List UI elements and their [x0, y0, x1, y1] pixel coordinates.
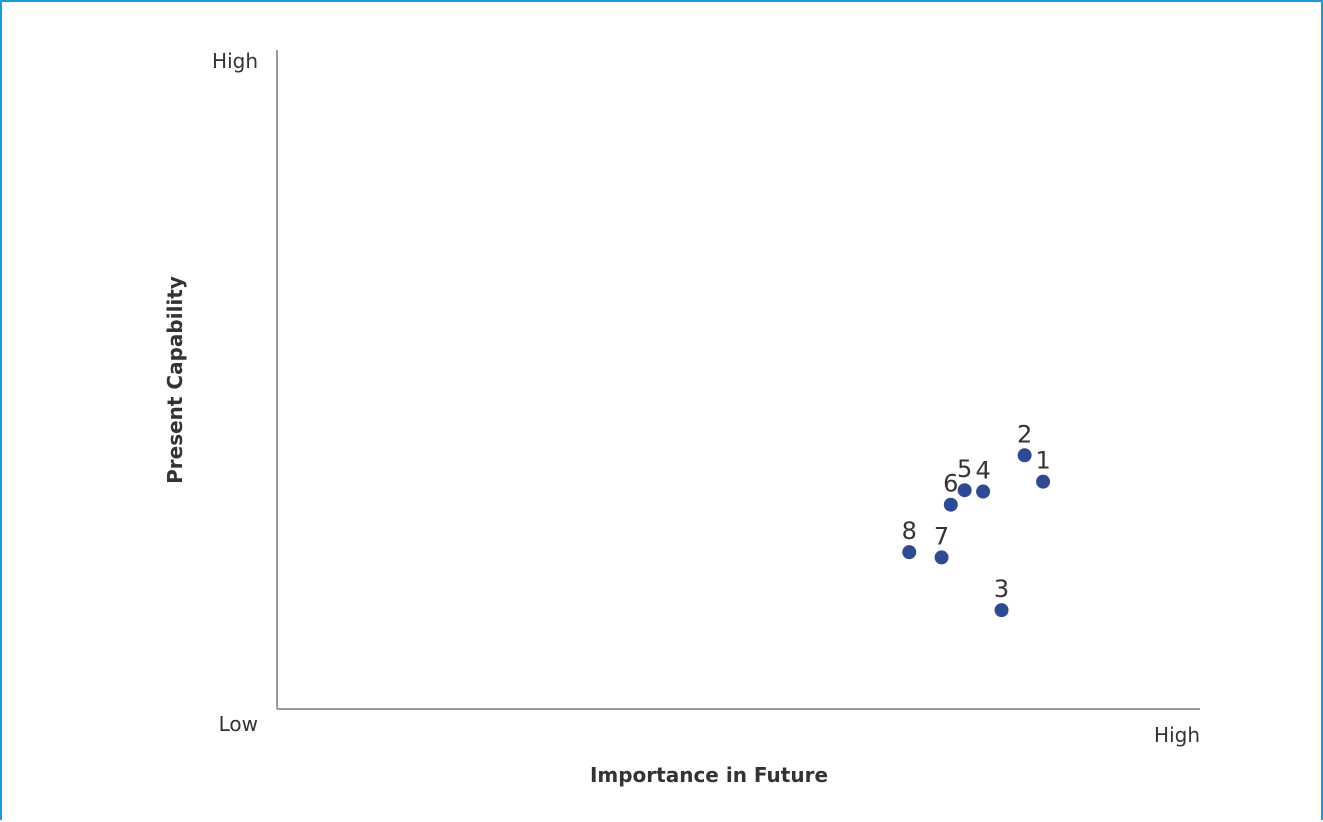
data-point-label-7: 7	[934, 522, 949, 550]
y-axis-high-label: High	[212, 49, 258, 73]
data-point-6	[943, 497, 958, 512]
data-point-label-2: 2	[1017, 420, 1032, 448]
data-point-label-4: 4	[975, 457, 990, 485]
data-point-label-5: 5	[957, 455, 972, 483]
data-points: 12 3 456 78	[902, 420, 1051, 618]
x-axis-high-label: High	[1154, 723, 1200, 747]
data-point-label-1: 1	[1035, 447, 1050, 475]
y-axis-low-label: Low	[219, 712, 258, 736]
data-point-label-3: 3	[994, 575, 1009, 603]
data-point-2	[1017, 448, 1032, 463]
data-point-7	[934, 550, 949, 565]
x-axis-title: Importance in Future	[590, 763, 828, 787]
data-point-3	[994, 603, 1009, 618]
data-point-1	[1036, 474, 1051, 489]
data-point-label-6: 6	[943, 470, 958, 498]
data-point-4	[976, 484, 991, 499]
data-point-8	[902, 545, 917, 560]
data-point-label-8: 8	[902, 517, 917, 545]
y-axis-title: Present Capability	[163, 276, 187, 484]
data-point-5	[957, 483, 972, 498]
